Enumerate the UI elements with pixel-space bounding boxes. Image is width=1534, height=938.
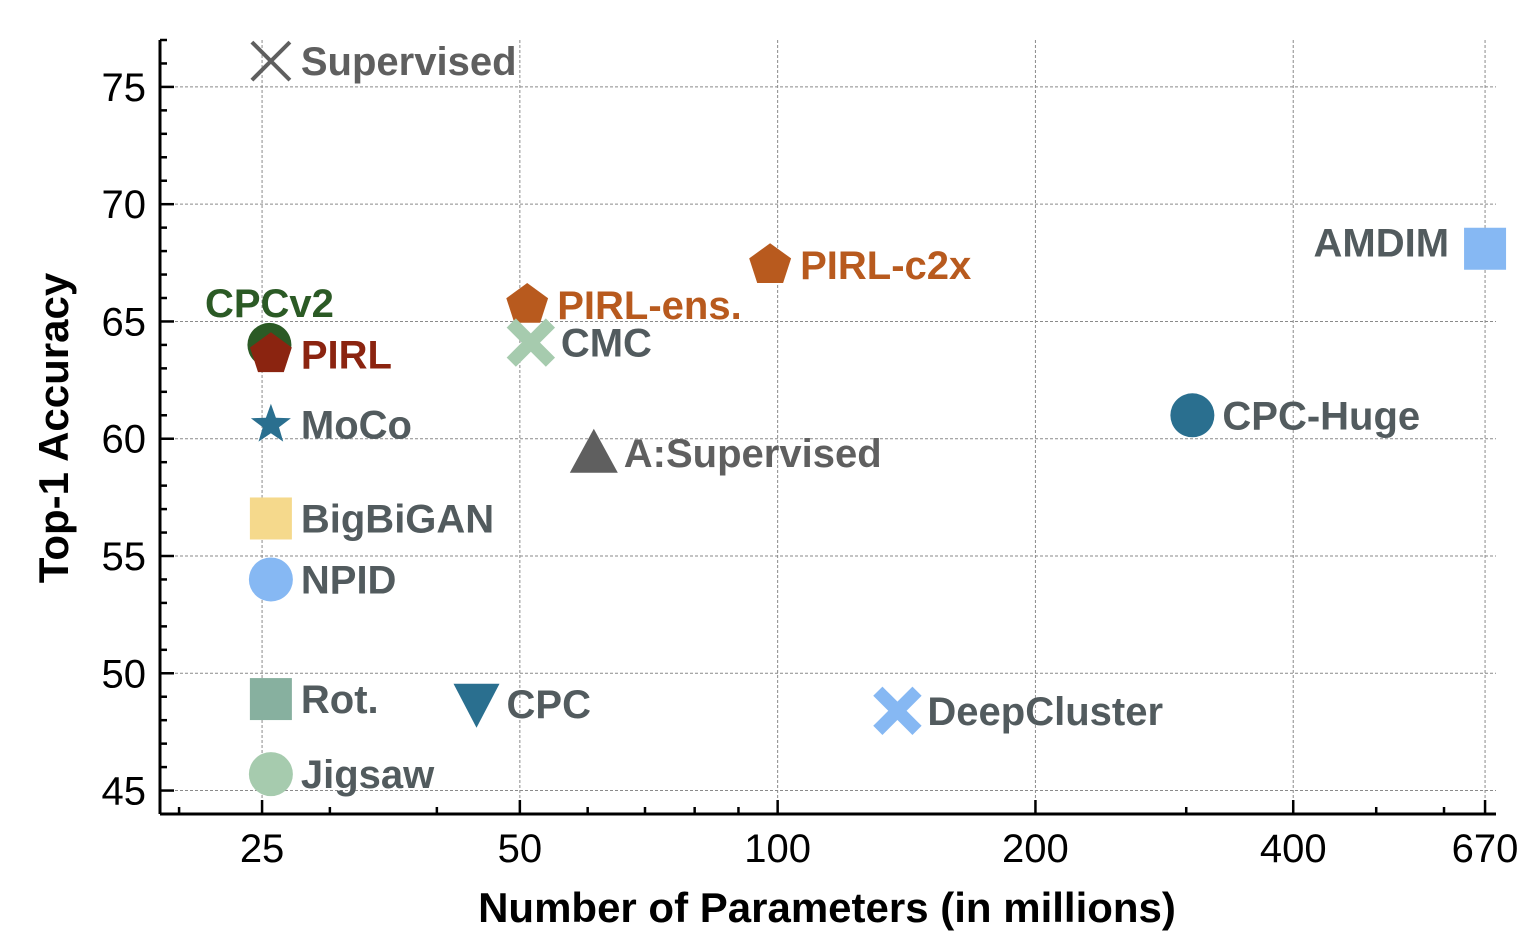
point-rot: Rot.: [249, 678, 379, 722]
x-tick-label: 670: [1452, 827, 1519, 871]
y-tick-label: 50: [102, 652, 147, 696]
x-axis-title: Number of Parameters (in millions): [478, 884, 1176, 931]
point-npid: NPID: [248, 557, 397, 602]
label-a-supervised: A:Supervised: [624, 432, 882, 476]
label-cpc-huge: CPC-Huge: [1222, 394, 1420, 438]
y-tick-label: 55: [102, 535, 147, 579]
y-tick-label: 70: [102, 183, 147, 227]
label-moco: MoCo: [301, 404, 412, 448]
label-bigbigan: BigBiGAN: [301, 497, 494, 541]
label-supervised: Supervised: [301, 40, 517, 84]
label-cmc: CMC: [561, 322, 652, 366]
y-tick-label: 75: [102, 66, 147, 110]
label-cpc: CPC: [507, 683, 591, 727]
marker-pirl-c2x: [749, 243, 792, 283]
label-npid: NPID: [301, 558, 397, 602]
y-tick-label: 60: [102, 418, 147, 462]
y-tick-label: 65: [102, 300, 147, 344]
x-tick-label: 400: [1260, 827, 1327, 871]
label-rot: Rot.: [301, 678, 379, 722]
marker-jigsaw: [248, 752, 293, 797]
axes: [158, 38, 1496, 816]
point-amdim: AMDIM: [1314, 222, 1507, 270]
point-cpc: CPC: [453, 683, 591, 728]
point-deepcluster: DeepCluster: [873, 686, 1163, 735]
x-tick-label: 25: [240, 827, 285, 871]
point-bigbigan: BigBiGAN: [249, 497, 494, 541]
label-cpcv2: CPCv2: [205, 282, 334, 326]
marker-cmc: [506, 318, 556, 367]
label-amdim: AMDIM: [1314, 222, 1450, 266]
point-pirl: PIRL: [250, 332, 392, 377]
label-pirl-ens: PIRL-ens.: [557, 284, 741, 328]
x-tick-label: 50: [498, 827, 543, 871]
point-cpcv2: CPCv2: [205, 282, 334, 367]
marker-amdim: [1464, 227, 1507, 270]
point-cpc-huge: CPC-Huge: [1170, 393, 1420, 438]
marker-a-supervised: [569, 428, 618, 473]
point-moco: MoCo: [250, 403, 412, 448]
label-jigsaw: Jigsaw: [301, 753, 435, 797]
marker-rot: [249, 678, 292, 721]
marker-cpc-huge: [1170, 393, 1215, 438]
x-tick-label: 100: [744, 827, 811, 871]
marker-cpc: [453, 683, 500, 728]
point-a-supervised: A:Supervised: [569, 428, 882, 476]
point-supervised: Supervised: [250, 40, 517, 84]
point-pirl-c2x: PIRL-c2x: [749, 243, 971, 288]
marker-npid: [248, 557, 293, 602]
marker-supervised: [250, 40, 292, 82]
point-cmc: CMC: [506, 318, 652, 367]
y-axis-title: Top-1 Accuracy: [30, 272, 77, 583]
label-deepcluster: DeepCluster: [927, 690, 1163, 734]
data-points: Supervised CPCv2 PIRL MoCo BigBiGAN NPID Rot. J…: [205, 40, 1507, 797]
label-pirl-c2x: PIRL-c2x: [800, 244, 971, 288]
point-jigsaw: Jigsaw: [248, 752, 435, 797]
label-pirl: PIRL: [301, 333, 392, 377]
marker-bigbigan: [249, 497, 292, 540]
point-pirl-ens: PIRL-ens.: [506, 283, 742, 328]
marker-pirl: [250, 332, 292, 373]
tick-labels: 45 50 55 60 65 70 75 25 50 100 200 400 670: [102, 66, 1519, 871]
marker-pirl-ens: [506, 283, 549, 323]
x-tick-label: 200: [1002, 827, 1069, 871]
marker-deepcluster: [873, 686, 922, 735]
marker-moco: [250, 403, 291, 442]
y-tick-label: 45: [102, 770, 147, 814]
